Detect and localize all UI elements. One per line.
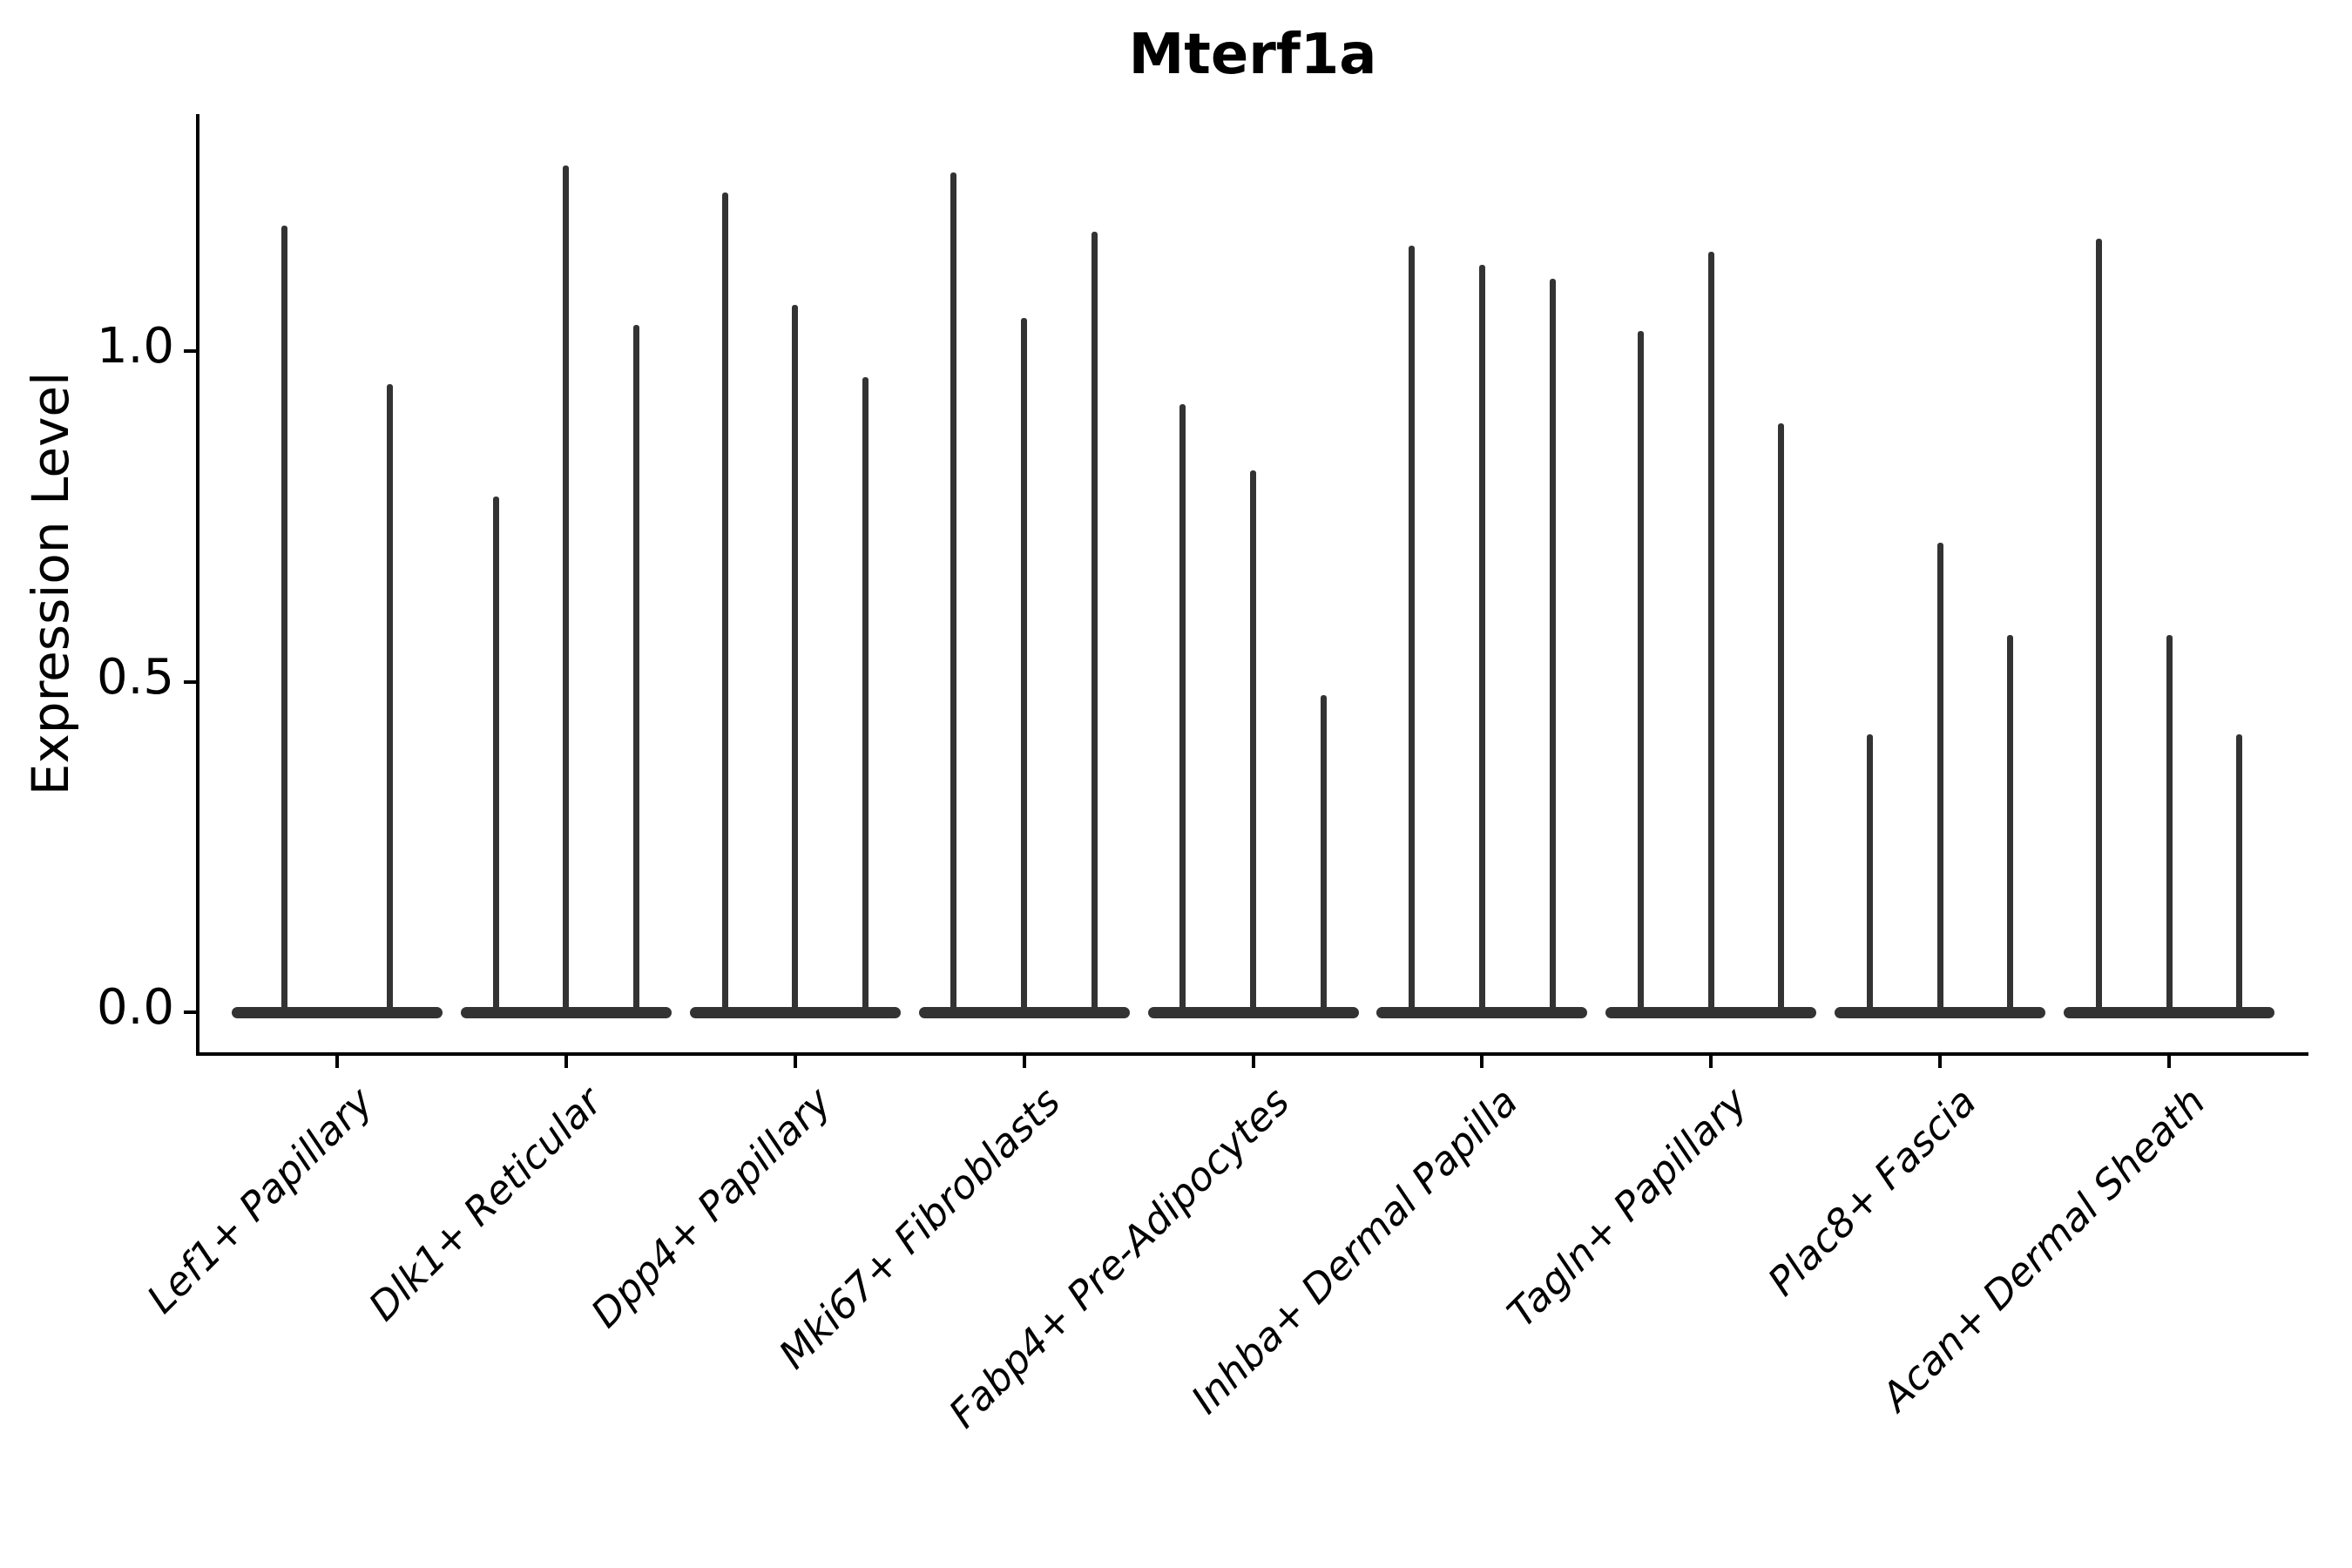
violin-spike (2007, 635, 2014, 1016)
violin-spike (792, 304, 799, 1016)
violin-spike (1936, 543, 1943, 1016)
violin-spike (1091, 232, 1098, 1016)
x-tick-label: Tagln+ Papillary (1497, 1078, 1756, 1336)
violin-spike (1179, 403, 1186, 1016)
violin-spike (2236, 734, 2243, 1016)
violin-spike (387, 383, 393, 1016)
x-tick (793, 1054, 797, 1068)
violin-spike (1021, 318, 1028, 1016)
x-tick-label: Plac8+ Fascia (1758, 1078, 1985, 1305)
chart-title: Mterf1a (1128, 23, 1377, 87)
x-tick (335, 1054, 339, 1068)
violin-spike (1866, 734, 1873, 1016)
violin-spike (1250, 470, 1256, 1016)
x-tick-label: Dlk1+ Reticular (359, 1078, 612, 1330)
violin-spike (1707, 252, 1714, 1016)
violin-spike (1320, 694, 1327, 1016)
y-tick-label: 1.0 (96, 318, 174, 375)
y-axis-spine (196, 114, 199, 1056)
x-tick (1709, 1054, 1713, 1068)
violin-spike (1778, 423, 1785, 1016)
violin-spike (563, 166, 570, 1016)
violin-spike (1409, 245, 1416, 1016)
violin-spike (950, 172, 957, 1016)
violin-spike (492, 496, 499, 1016)
x-tick-label: Dpp4+ Papillary (582, 1078, 841, 1337)
y-tick (184, 1010, 198, 1014)
x-tick (2167, 1054, 2171, 1068)
x-tick (564, 1054, 568, 1068)
violin-spike (2095, 238, 2102, 1016)
violin-spike (1638, 331, 1645, 1016)
violin-spike (1549, 278, 1556, 1016)
y-tick-label: 0.0 (96, 979, 174, 1036)
violin-spike (721, 192, 728, 1016)
violin-spike (862, 377, 868, 1016)
x-tick (1938, 1054, 1943, 1068)
violin-spike (633, 324, 640, 1016)
y-tick-label: 0.5 (96, 648, 174, 706)
violin-base (232, 1006, 443, 1018)
x-tick (1480, 1054, 1484, 1068)
violin-spike (281, 225, 287, 1016)
y-tick (184, 349, 198, 353)
x-tick (1251, 1054, 1255, 1068)
violin-spike (1478, 265, 1485, 1016)
violin-spike (2166, 635, 2173, 1016)
x-tick-label: Lef1+ Papillary (138, 1078, 382, 1322)
y-tick (184, 679, 198, 684)
x-tick (1022, 1054, 1026, 1068)
